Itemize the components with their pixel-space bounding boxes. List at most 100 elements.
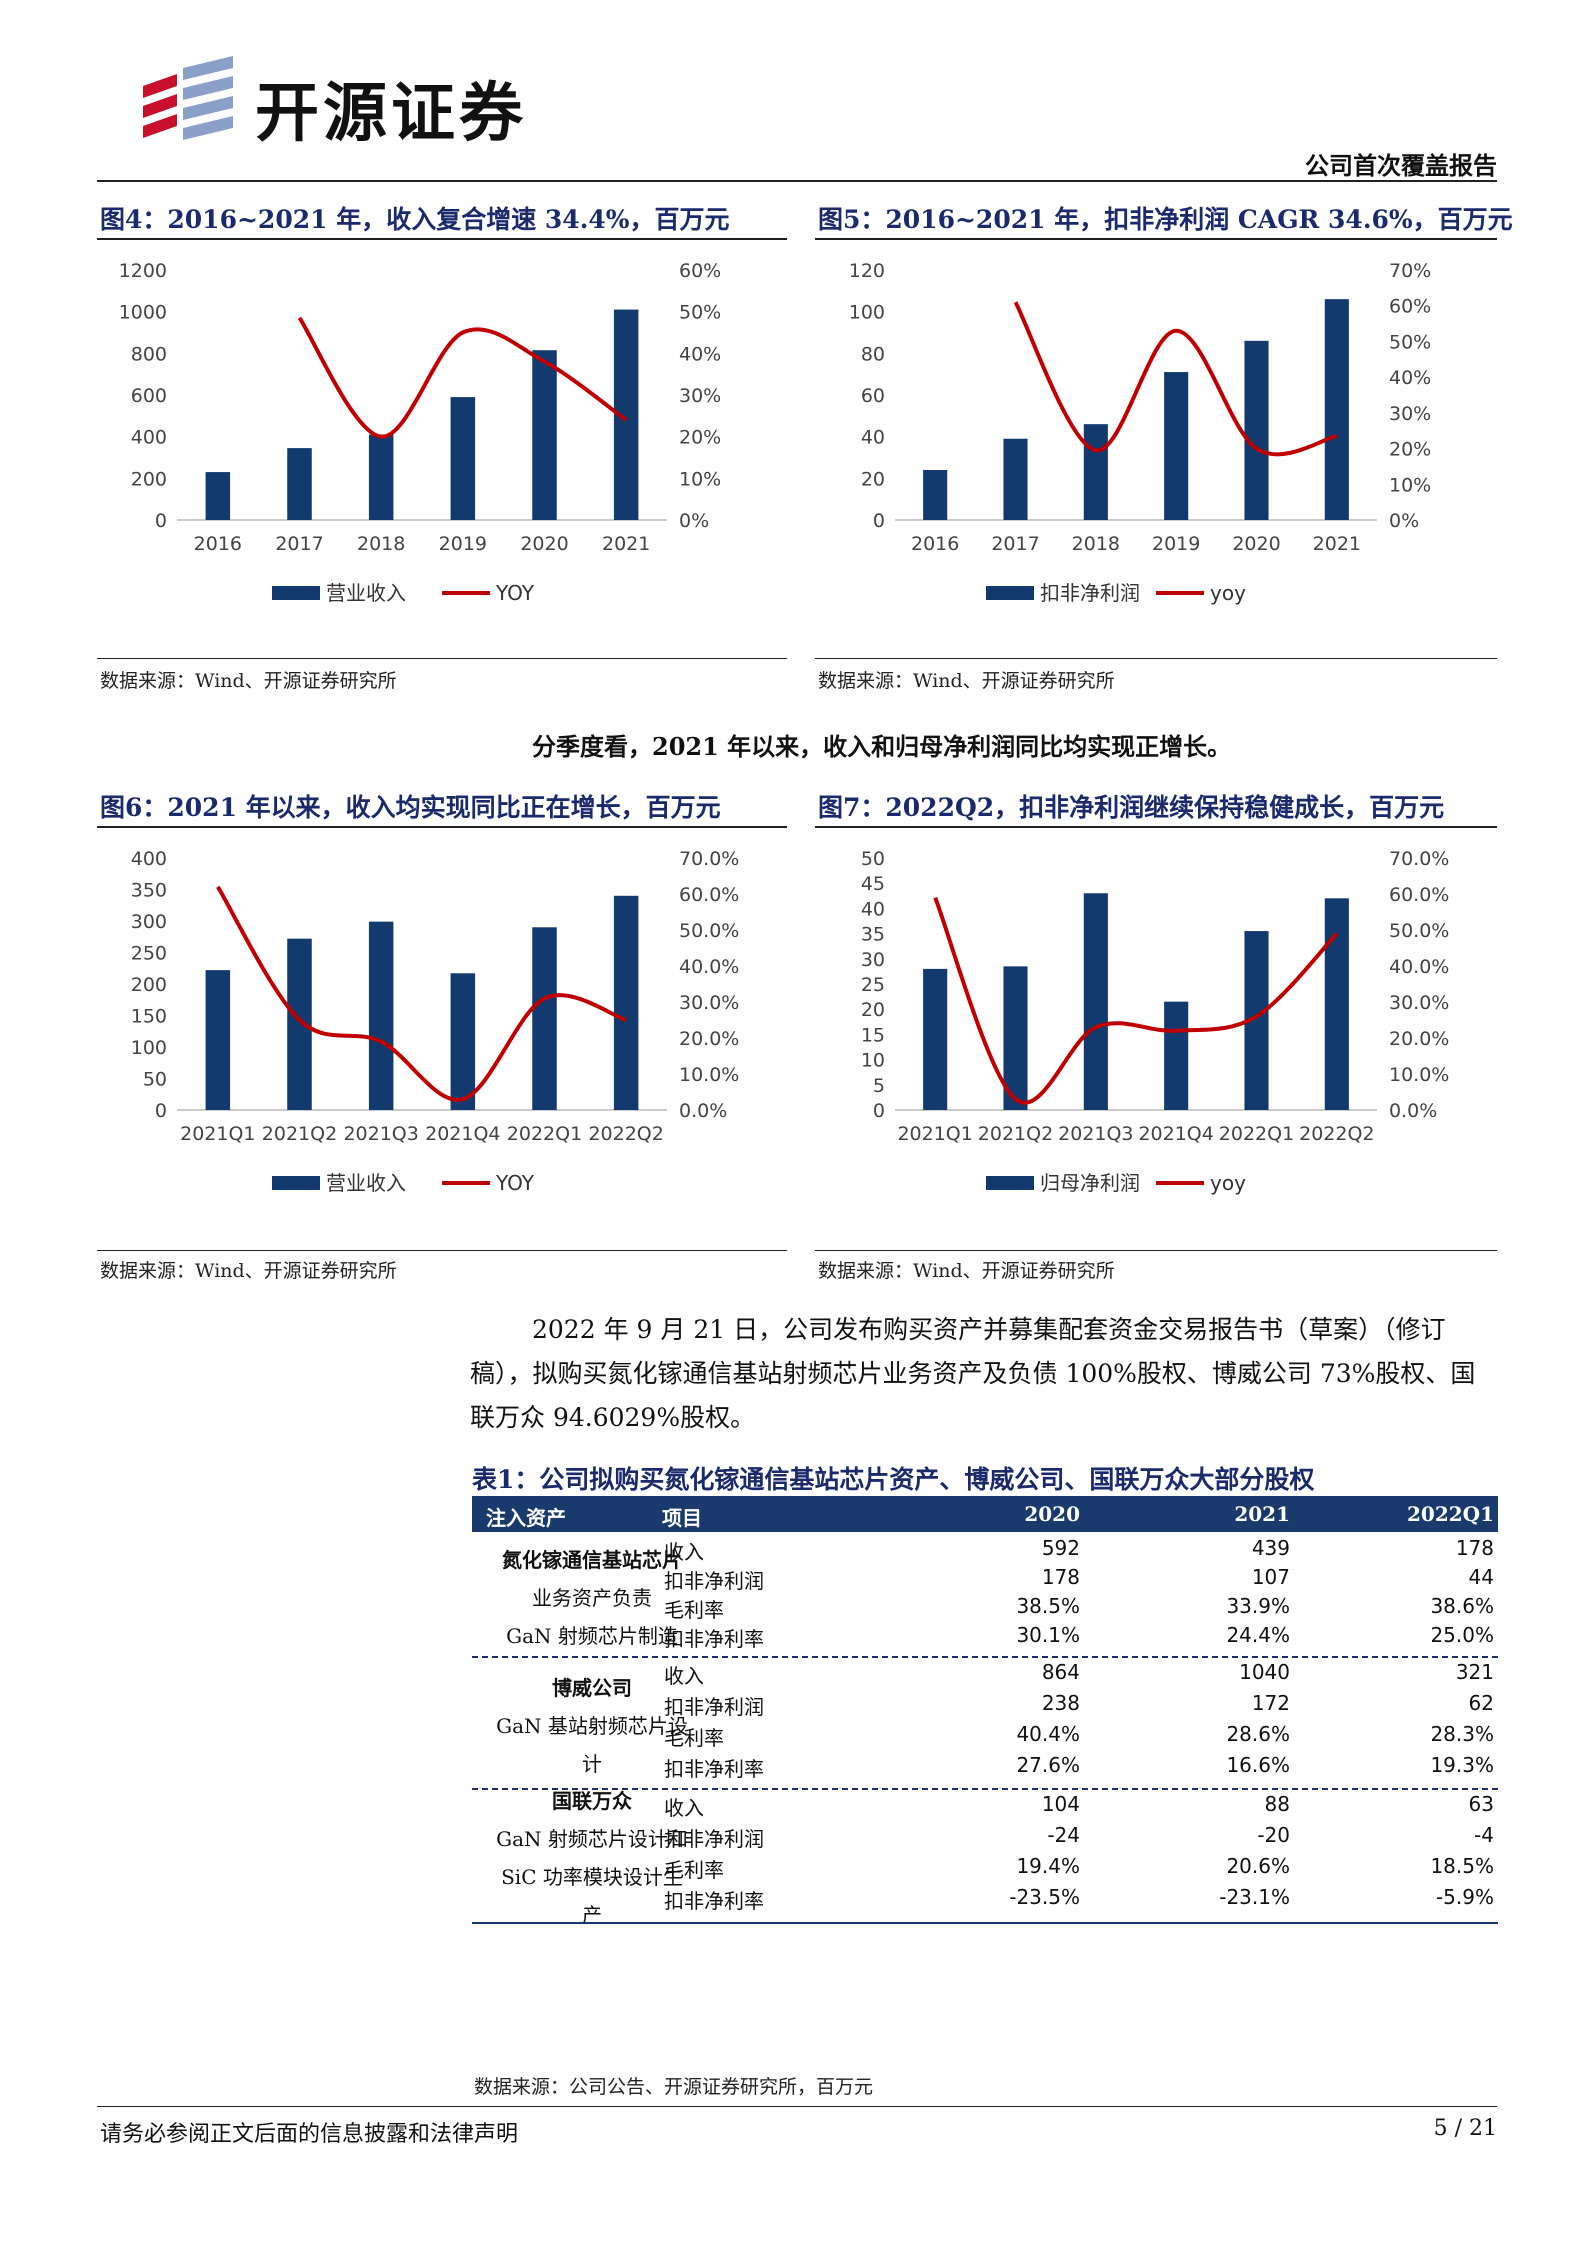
legend-label: YOY [495,581,535,605]
bar [1003,438,1028,520]
table-bottom-rule [472,1922,1498,1924]
y-tick-label: 200 [131,468,167,490]
y-tick-label: 600 [131,385,167,407]
y2-tick-label: 40% [679,343,721,365]
x-tick-label: 2018 [1072,533,1120,555]
y-tick-label: 25 [861,974,885,996]
table-cell-2020: 178 [1041,1565,1080,1589]
y-tick-label: 1000 [119,302,167,324]
table-cell-item: 扣非净利率 [664,1757,764,1781]
table-cell-2020: 19.4% [1016,1854,1080,1878]
table-cell-2020: 27.6% [1016,1753,1080,1777]
table-group-name: GaN 基站射频芯片设 [496,1714,688,1738]
table-cell-2021: 439 [1251,1536,1290,1560]
table-header-cell: 注入资产 [486,1506,566,1530]
table-header-cell: 2021 [1234,1502,1290,1526]
bar [1083,424,1108,520]
table-group-name: 产 [582,1903,602,1927]
x-tick-label: 2021Q4 [1138,1123,1213,1145]
table-1: 注入资产 项目 2020 2021 2022Q1 收入 592 439 178 扣非净利润 178 1… [472,1496,1498,2076]
logo [133,56,243,146]
figure-6-bottom-rule [97,1250,787,1251]
y2-tick-label: 60.0% [1389,884,1449,906]
table-group-separator [472,1656,1498,1658]
y-tick-label: 45 [861,873,885,895]
x-tick-label: 2016 [194,533,242,555]
table-cell-2021: -23.1% [1219,1885,1290,1909]
y2-tick-label: 50.0% [1389,920,1449,942]
footer-disclaimer: 请务必参阅正文后面的信息披露和法律声明 [100,2122,519,2147]
table-cell-2022q1: 19.3% [1430,1753,1494,1777]
y-tick-label: 20 [861,468,885,490]
y-tick-label: 35 [861,924,885,946]
table-cell-2022q1: 38.6% [1430,1594,1494,1618]
x-tick-label: 2021Q4 [425,1123,500,1145]
table-cell-2020: 104 [1041,1792,1080,1816]
table-cell-item: 毛利率 [664,1598,724,1622]
bar [287,448,312,520]
table-cell-2021: 88 [1264,1792,1290,1816]
y2-tick-label: 60.0% [679,884,739,906]
page-number: 5 / 21 [1433,2116,1497,2141]
y-tick-label: 10 [861,1050,885,1072]
y-tick-label: 400 [131,427,167,449]
table-cell-2021: -20 [1257,1823,1290,1847]
table-cell-2020: -24 [1047,1823,1080,1847]
table-cell-2022q1: 28.3% [1430,1722,1494,1746]
bar [1244,340,1269,520]
x-tick-label: 2018 [357,533,405,555]
series-line [297,316,628,439]
figure-5-source: 数据来源：Wind、开源证券研究所 [818,670,1115,692]
y2-tick-label: 20% [1389,439,1431,461]
table-header-cell: 2020 [1024,1502,1080,1526]
legend-bar-swatch [272,1176,320,1190]
bar [923,968,948,1110]
figure-4-source: 数据来源：Wind、开源证券研究所 [100,670,397,692]
bar [1324,299,1349,520]
table-cell-item: 扣非净利润 [664,1827,764,1851]
bar [450,397,476,520]
y-tick-label: 0 [155,510,167,532]
y-tick-label: 40 [861,427,885,449]
y2-tick-label: 60% [1389,296,1431,318]
y-tick-label: 40 [861,898,885,920]
y2-tick-label: 10.0% [679,1064,739,1086]
figure-7-source: 数据来源：Wind、开源证券研究所 [818,1260,1115,1282]
table-cell-2021: 1040 [1239,1660,1290,1684]
legend-label: yoy [1210,581,1246,605]
y-tick-label: 120 [849,260,885,282]
y-tick-label: 350 [131,880,167,902]
y-tick-label: 0 [873,1100,885,1122]
series-line [1013,301,1338,457]
bar [205,472,231,520]
table-cell-item: 扣非净利率 [664,1889,764,1913]
y-tick-label: 15 [861,1024,885,1046]
bar [1083,893,1108,1110]
y2-tick-label: 50% [679,302,721,324]
figure-7-chart: 0 5 10 15 20 25 30 35 40 45 50 0.0% 10.0% 20.0% 30.0% 4… [861,848,1450,1195]
table-group-name: 国联万众 [552,1789,632,1813]
x-tick-label: 2021Q2 [978,1123,1053,1145]
y-tick-label: 100 [131,1037,167,1059]
header-rule [97,180,1497,182]
legend-bar-swatch [986,1176,1034,1190]
x-tick-label: 2022Q2 [588,1123,663,1145]
table-cell-2020: 30.1% [1016,1623,1080,1647]
table-cell-item: 收入 [664,1540,704,1564]
figure-5-top-rule [815,238,1497,240]
y-tick-label: 100 [849,302,885,324]
table-cell-2021: 33.9% [1226,1594,1290,1618]
x-tick-label: 2019 [439,533,487,555]
y2-tick-label: 70.0% [1389,848,1449,870]
x-tick-label: 2020 [1232,533,1280,555]
legend-label: 营业收入 [326,581,406,605]
bar [1164,1001,1189,1110]
table-cell-2021: 20.6% [1226,1854,1290,1878]
table-header-cell: 2022Q1 [1406,1502,1494,1526]
table-cell-2021: 16.6% [1226,1753,1290,1777]
y2-tick-label: 20.0% [1389,1028,1449,1050]
bar [450,973,476,1110]
x-tick-label: 2022Q2 [1299,1123,1374,1145]
table-cell-2020: 592 [1041,1536,1080,1560]
y2-tick-label: 50% [1389,331,1431,353]
